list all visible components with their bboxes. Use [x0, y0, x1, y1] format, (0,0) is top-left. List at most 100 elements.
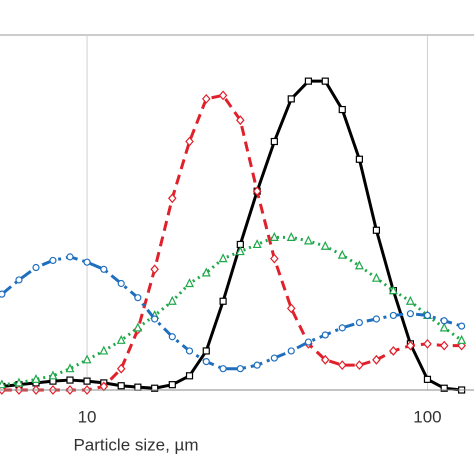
- marker: [116, 363, 126, 374]
- marker: [253, 361, 261, 369]
- marker: [440, 384, 448, 392]
- marker: [116, 334, 126, 344]
- marker: [167, 295, 177, 305]
- marker: [458, 322, 466, 330]
- marker: [134, 383, 142, 391]
- marker: [287, 95, 295, 103]
- marker: [15, 276, 23, 284]
- marker: [48, 370, 58, 380]
- marker: [0, 379, 7, 389]
- marker: [219, 365, 227, 373]
- marker: [66, 376, 74, 384]
- marker: [151, 315, 159, 323]
- marker: [185, 136, 194, 147]
- series-line: [1, 235, 463, 387]
- marker: [83, 377, 91, 385]
- marker: [219, 297, 227, 305]
- marker: [270, 137, 278, 146]
- marker: [252, 239, 262, 249]
- marker: [270, 354, 278, 362]
- marker: [151, 384, 159, 392]
- marker: [218, 253, 228, 263]
- marker: [117, 279, 125, 288]
- marker: [320, 354, 330, 365]
- marker: [372, 315, 381, 323]
- marker: [321, 331, 329, 339]
- marker: [286, 232, 296, 241]
- series: [0, 253, 466, 373]
- marker: [83, 258, 91, 266]
- marker: [236, 115, 245, 126]
- marker: [65, 363, 75, 373]
- marker: [338, 105, 346, 114]
- marker: [440, 317, 448, 325]
- marker: [406, 340, 415, 351]
- marker: [99, 345, 109, 355]
- marker: [303, 235, 313, 245]
- marker: [286, 303, 296, 314]
- series-line: [0, 255, 463, 371]
- marker: [355, 360, 364, 371]
- marker: [134, 294, 142, 302]
- marker: [201, 267, 211, 277]
- series-line: [1, 79, 462, 392]
- marker: [185, 347, 194, 355]
- marker: [202, 358, 210, 366]
- marker: [168, 381, 176, 389]
- marker: [287, 347, 295, 355]
- marker: [354, 260, 364, 270]
- marker: [439, 340, 449, 351]
- marker: [389, 346, 398, 356]
- series: [0, 77, 466, 394]
- marker: [423, 338, 432, 349]
- marker: [423, 375, 432, 383]
- series: [0, 232, 467, 389]
- marker: [218, 90, 228, 101]
- marker: [167, 193, 177, 204]
- marker: [320, 240, 330, 250]
- marker: [82, 354, 92, 364]
- marker: [457, 334, 467, 344]
- marker: [270, 253, 279, 264]
- marker: [202, 347, 210, 355]
- marker: [372, 354, 381, 365]
- marker: [14, 377, 24, 387]
- series: [0, 90, 466, 395]
- marker: [405, 295, 415, 305]
- marker: [355, 155, 363, 163]
- marker: [338, 324, 346, 332]
- marker: [201, 93, 211, 104]
- marker: [269, 232, 279, 241]
- marker: [423, 311, 432, 320]
- x-tick-label: 100: [413, 407, 441, 426]
- marker: [49, 256, 57, 265]
- x-tick-label: 10: [78, 407, 97, 426]
- marker: [0, 290, 6, 298]
- marker: [372, 226, 381, 234]
- marker: [31, 374, 41, 383]
- marker: [236, 365, 244, 373]
- marker: [389, 311, 397, 320]
- marker: [337, 249, 347, 259]
- marker: [117, 382, 125, 390]
- marker: [371, 272, 381, 282]
- marker: [133, 322, 143, 332]
- marker: [304, 77, 313, 85]
- marker: [168, 333, 176, 341]
- marker: [150, 264, 159, 275]
- series-line: [1, 93, 462, 392]
- marker: [304, 338, 313, 346]
- marker: [355, 318, 363, 327]
- marker: [185, 372, 194, 380]
- marker: [66, 253, 74, 261]
- marker: [100, 265, 108, 273]
- marker: [32, 263, 40, 272]
- marker: [321, 77, 329, 85]
- marker: [439, 322, 449, 332]
- marker: [252, 186, 262, 197]
- marker: [406, 310, 414, 318]
- marker: [337, 360, 347, 371]
- marker: [388, 285, 398, 295]
- marker: [235, 246, 245, 256]
